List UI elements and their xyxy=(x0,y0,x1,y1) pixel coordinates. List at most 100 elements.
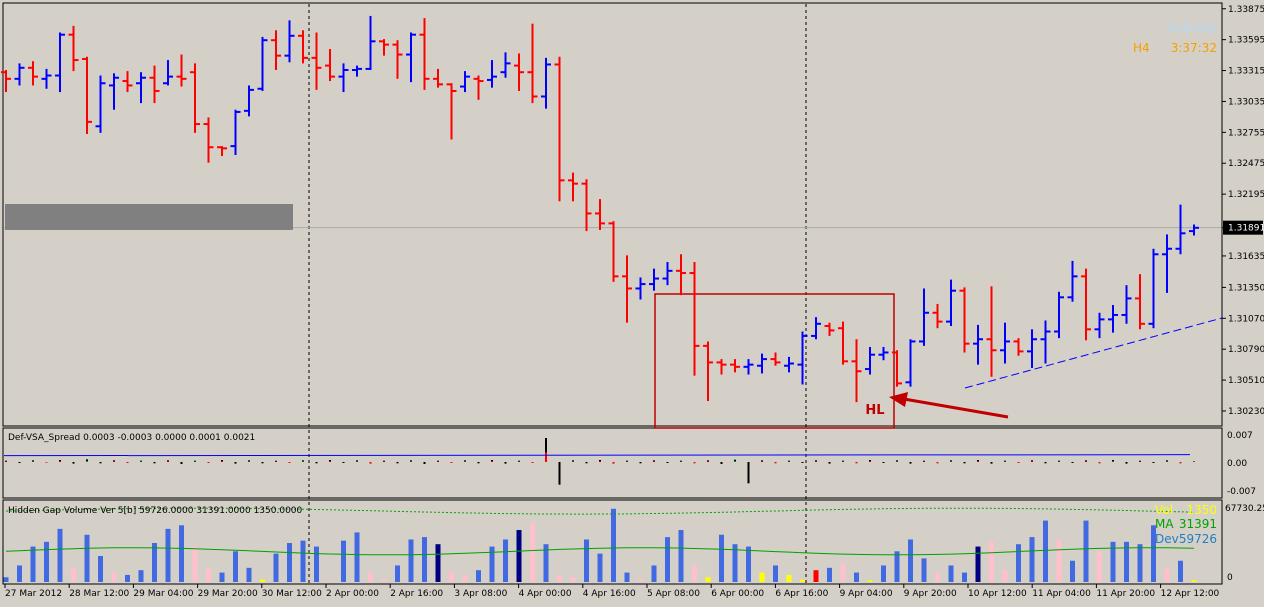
legend-ma-value: 31391 xyxy=(1179,517,1217,531)
ohlc-bar xyxy=(122,71,133,93)
volume-bar xyxy=(935,572,940,582)
legend-dev-value: 59726 xyxy=(1179,532,1217,546)
ohlc-bar xyxy=(203,117,214,163)
volume-bar xyxy=(1070,560,1075,582)
volume-bar xyxy=(71,567,76,582)
ohlc-bar xyxy=(460,71,470,93)
ohlc-bar xyxy=(217,146,227,157)
volume-bar xyxy=(948,565,954,582)
volume-bar xyxy=(1097,551,1102,582)
ohlc-bar xyxy=(851,339,862,403)
ohlc-bar xyxy=(284,20,295,63)
ohlc-bar xyxy=(446,83,457,140)
price-tick-label: 1.32475 xyxy=(1228,159,1264,169)
volume-bar xyxy=(489,546,495,582)
volume-bar xyxy=(368,572,373,582)
ohlc-bar xyxy=(1135,274,1145,330)
volume-bar xyxy=(449,571,454,582)
legend-ma-label: MA xyxy=(1155,517,1174,531)
ohlc-bar xyxy=(824,322,835,336)
ohlc-bar xyxy=(365,15,376,70)
volume-bar xyxy=(1124,541,1129,582)
ohlc-bar xyxy=(919,288,929,346)
volume-bar xyxy=(98,556,103,582)
volume-bar xyxy=(300,540,306,582)
volume-bar xyxy=(273,553,279,582)
ohlc-bar xyxy=(797,331,808,385)
current-price-marker xyxy=(1223,220,1263,235)
ohlc-bar xyxy=(1121,285,1132,324)
ohlc-bar xyxy=(379,39,389,56)
volume-bar xyxy=(1016,544,1021,582)
ohlc-bar xyxy=(68,25,79,72)
ohlc-bar xyxy=(932,303,943,329)
volume-bar xyxy=(1164,567,1170,582)
time-tick-label: 4 Apr 16:00 xyxy=(583,589,636,599)
price-tick-label: 1.30510 xyxy=(1228,376,1264,386)
volume-bar xyxy=(206,567,211,582)
volume-bar xyxy=(759,572,765,582)
ohlc-bar xyxy=(1040,320,1051,364)
volume-bar xyxy=(746,546,751,582)
ohlc-bar xyxy=(730,359,740,373)
volume-bar xyxy=(881,565,886,582)
ohlc-bar xyxy=(1148,248,1159,329)
volume-bar xyxy=(557,574,562,582)
annotation-arrow xyxy=(903,397,1009,419)
ohlc-bar xyxy=(811,317,821,340)
spread-tick-zero: 0.00 xyxy=(1227,459,1247,469)
ohlc-bar xyxy=(82,56,92,134)
time-tick-label: 9 Apr 04:00 xyxy=(840,589,893,599)
volume-bar xyxy=(17,565,22,582)
time-tick-label: 6 Apr 00:00 xyxy=(711,589,764,599)
spread-signal-line xyxy=(3,454,1191,457)
ohlc-bar xyxy=(689,262,700,376)
ohlc-bar xyxy=(338,63,349,93)
ohlc-bar xyxy=(541,57,551,109)
price-tick-label: 1.33595 xyxy=(1228,36,1264,46)
ohlc-bar xyxy=(1175,204,1186,255)
volume-bar xyxy=(894,551,900,582)
ohlc-bar xyxy=(649,268,659,291)
price-tick-label: 1.30790 xyxy=(1228,345,1264,355)
time-tick-label: 6 Apr 16:00 xyxy=(775,589,828,599)
time-tick-label: 2 Apr 00:00 xyxy=(326,589,379,599)
ohlc-bar xyxy=(946,279,956,326)
volume-bar xyxy=(1043,520,1048,582)
ohlc-bar xyxy=(1162,234,1172,293)
ohlc-bar xyxy=(635,277,646,300)
symbol-label: EURUSD xyxy=(1167,21,1217,35)
volume-bar xyxy=(462,574,468,582)
volume-bar xyxy=(246,567,252,582)
volume-bar xyxy=(989,541,994,582)
ohlc-bar xyxy=(743,359,754,375)
ohlc-bar xyxy=(500,52,511,78)
ohlc-bar xyxy=(325,49,335,82)
ohlc-bar xyxy=(716,359,727,375)
volume-bar xyxy=(435,544,441,582)
bar-timer: 3:37:32 xyxy=(1171,41,1217,55)
volume-bar xyxy=(3,577,9,582)
volume-bar xyxy=(678,530,684,582)
ohlc-bar xyxy=(244,85,254,117)
volume-bar xyxy=(476,570,481,582)
time-tick-label: 28 Mar 12:00 xyxy=(69,589,129,599)
hl-annotation: HL xyxy=(865,403,884,418)
annotation-arrowhead xyxy=(889,392,908,407)
ohlc-bar xyxy=(1108,305,1118,333)
ohlc-bar xyxy=(514,53,524,91)
price-tick-label: 1.33315 xyxy=(1228,67,1264,77)
price-tick-label: 1.31891 xyxy=(1228,224,1264,234)
volume-bar xyxy=(597,553,603,582)
ohlc-bar xyxy=(352,65,362,77)
volume-bar xyxy=(57,528,63,582)
ohlc-bar xyxy=(892,350,902,387)
timeframe-label: H4 xyxy=(1133,41,1150,55)
ohlc-bar xyxy=(1054,291,1064,339)
volume-bar xyxy=(732,544,738,582)
ohlc-bar xyxy=(662,262,673,286)
ohlc-bar xyxy=(878,346,889,361)
legend-vol-value: 1350 xyxy=(1186,503,1217,517)
volume-bar xyxy=(287,543,292,582)
